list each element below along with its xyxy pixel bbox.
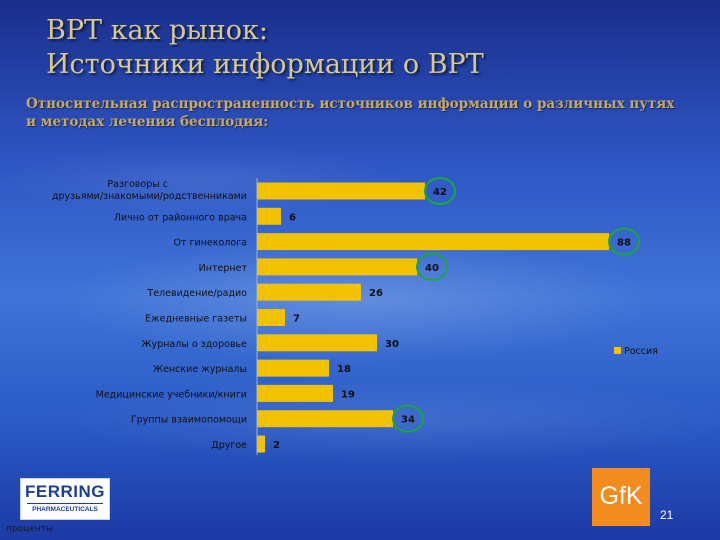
legend-label: Россия bbox=[624, 346, 658, 357]
category-label: Интернет bbox=[199, 263, 248, 274]
highlight-circle bbox=[392, 404, 424, 433]
category-label: Лично от районного врача bbox=[114, 212, 247, 223]
category-label: Разговоры с друзьями/знакомыми/родственни… bbox=[52, 179, 247, 202]
category-label: От гинеколога bbox=[174, 238, 248, 249]
bar bbox=[257, 384, 333, 402]
highlight-circle bbox=[424, 177, 456, 205]
data-label: 34 bbox=[401, 415, 415, 426]
legend-swatch bbox=[614, 347, 621, 354]
ferring-logo-name: FERRING bbox=[25, 482, 105, 501]
category-label: Журналы о здоровье bbox=[141, 339, 247, 350]
data-label: 42 bbox=[433, 187, 447, 198]
highlight-circle bbox=[608, 227, 640, 256]
gfk-logo-text: GfK bbox=[599, 482, 643, 510]
page-number: 21 bbox=[660, 508, 674, 522]
title-line-1: ВРТ как рынок: bbox=[46, 15, 269, 46]
category-label: Телевидение/радио bbox=[146, 288, 247, 299]
category-label: Группы взаимопомощи bbox=[131, 415, 247, 426]
gfk-logo: GfK bbox=[592, 468, 650, 526]
data-label: 18 bbox=[337, 364, 351, 375]
data-label: 6 bbox=[289, 212, 296, 223]
bar bbox=[257, 258, 417, 276]
ferring-logo: FERRING PHARMACEUTICALS bbox=[20, 478, 110, 520]
bar bbox=[257, 182, 425, 200]
category-label: Медицинские учебники/книги bbox=[96, 389, 247, 400]
title-line-2: Источники информации о ВРТ bbox=[46, 49, 484, 80]
bar bbox=[257, 410, 393, 428]
category-label: Другое bbox=[211, 440, 247, 451]
bar bbox=[257, 283, 361, 301]
data-label: 88 bbox=[617, 238, 631, 249]
data-label: 30 bbox=[385, 339, 399, 350]
bar bbox=[257, 359, 329, 377]
slide-title: ВРТ как рынок: Источники информации о ВР… bbox=[46, 14, 686, 82]
ferring-logo-rule bbox=[27, 503, 103, 504]
data-label: 40 bbox=[425, 263, 439, 274]
data-label: 26 bbox=[369, 288, 383, 299]
bar bbox=[257, 233, 609, 251]
data-label: 19 bbox=[341, 389, 355, 400]
data-label: 7 bbox=[293, 314, 300, 325]
category-label: Женские журналы bbox=[153, 364, 247, 375]
bar bbox=[257, 309, 285, 326]
bar bbox=[257, 334, 377, 352]
units-label: проценты bbox=[6, 524, 53, 534]
highlight-circle bbox=[416, 252, 448, 281]
bar bbox=[257, 435, 265, 453]
ferring-logo-subtitle: PHARMACEUTICALS bbox=[32, 506, 98, 513]
data-label: 2 bbox=[273, 440, 280, 451]
bar bbox=[257, 207, 281, 225]
slide-subtitle: Относительная распространенность источни… bbox=[26, 96, 675, 130]
category-label: Ежедневные газеты bbox=[145, 314, 247, 325]
